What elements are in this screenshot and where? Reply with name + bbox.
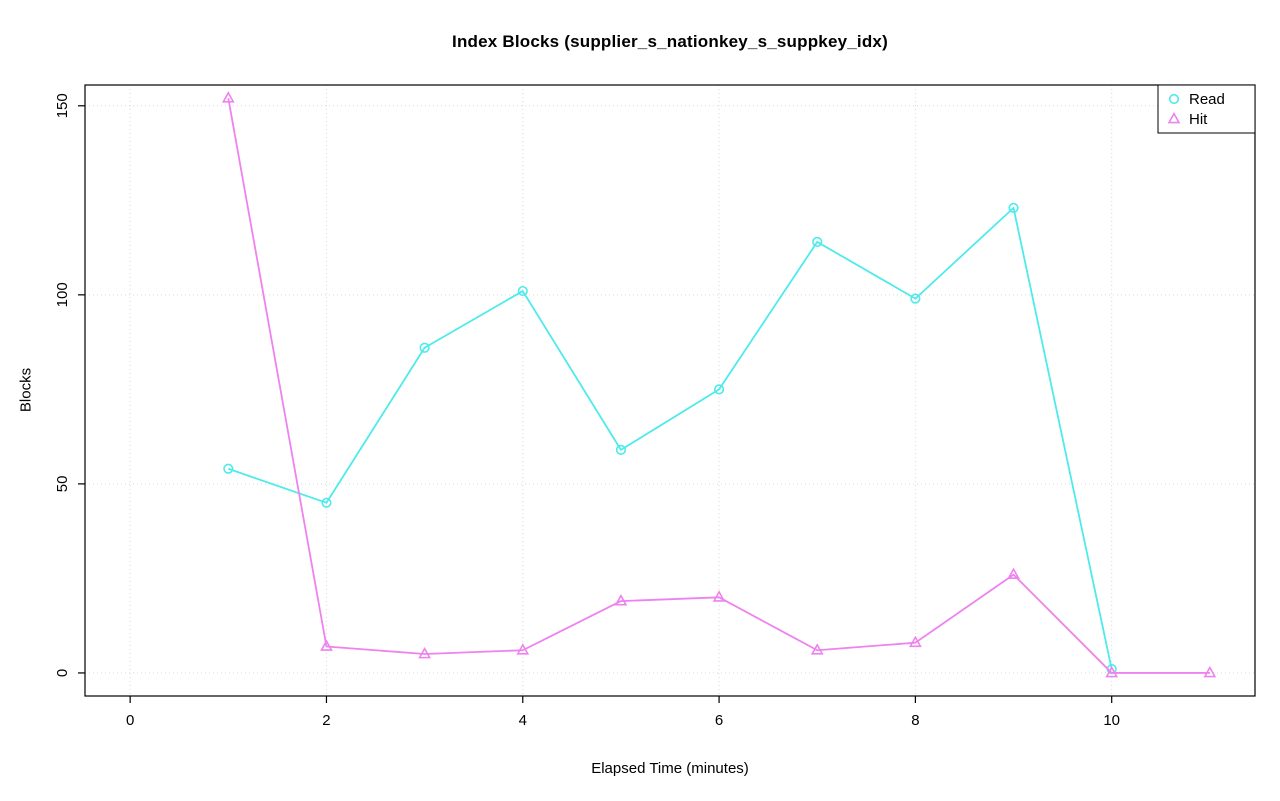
- y-axis-label: Blocks: [17, 367, 35, 413]
- data-point-hit: [1167, 111, 1181, 124]
- chart-title: Index Blocks (supplier_s_nationkey_s_sup…: [452, 32, 888, 51]
- series-line-hit: [227, 98, 1210, 674]
- data-point-read: [223, 463, 234, 474]
- y-axis-tick-labels: 0 50 100 150: [54, 93, 71, 677]
- data-point-hit: [516, 643, 530, 655]
- data-point-hit: [712, 590, 726, 602]
- data-point-hit: [614, 594, 628, 606]
- y-tick-label: 150: [54, 93, 71, 118]
- data-point-read: [615, 444, 627, 455]
- data-point-hit: [810, 643, 824, 655]
- data-point-hit: [1203, 665, 1217, 678]
- data-point-read: [1008, 202, 1019, 213]
- legend-label-read: Read: [1189, 91, 1225, 108]
- x-tick-label: 2: [322, 712, 330, 729]
- data-point-read: [321, 497, 332, 508]
- x-tick-label: 8: [911, 712, 919, 729]
- data-point-read: [1168, 93, 1180, 105]
- series-read: [223, 202, 1117, 675]
- legend-label-hit: Hit: [1189, 111, 1208, 128]
- data-point-read: [517, 285, 528, 297]
- data-point-hit: [909, 635, 922, 648]
- series-line-read: [228, 206, 1113, 670]
- data-point-read: [419, 342, 430, 353]
- data-point-hit: [221, 91, 235, 103]
- x-axis-tick-labels: 0 2 4 6 8 10: [126, 712, 1120, 729]
- x-tick-label: 0: [126, 712, 134, 729]
- plot-box: [84, 84, 1256, 697]
- y-tick-label: 50: [54, 476, 71, 493]
- y-tick-label: 0: [54, 669, 71, 677]
- x-tick-label: 10: [1103, 712, 1120, 729]
- data-point-hit: [320, 639, 333, 651]
- x-tick-label: 4: [519, 712, 527, 729]
- series-hit: [221, 91, 1217, 678]
- y-tick-label: 100: [54, 282, 71, 307]
- data-point-hit: [1007, 567, 1020, 580]
- x-tick-label: 6: [715, 712, 723, 729]
- legend-box: [1157, 84, 1256, 134]
- data-point-hit: [1105, 665, 1119, 678]
- data-point-read: [910, 293, 921, 304]
- x-axis-label: Elapsed Time (minutes): [591, 760, 749, 777]
- data-point-read: [713, 384, 725, 395]
- data-point-hit: [418, 646, 431, 659]
- gridlines: [85, 85, 1255, 696]
- data-point-read: [812, 236, 823, 248]
- x-axis: [129, 696, 1113, 703]
- legend: Read Hit: [1157, 84, 1256, 134]
- y-axis: [78, 105, 85, 674]
